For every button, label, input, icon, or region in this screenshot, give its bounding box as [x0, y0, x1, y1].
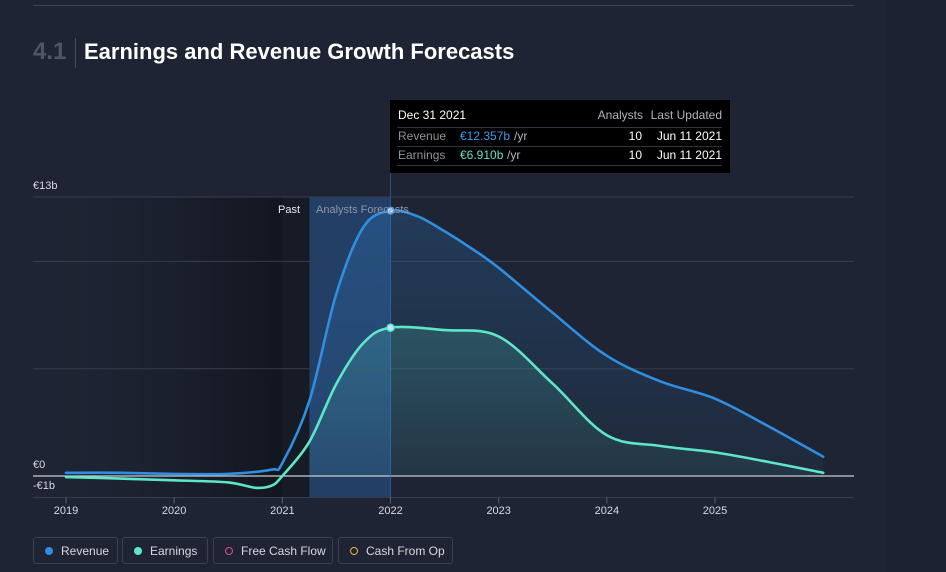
earnings-hover-point — [386, 323, 395, 332]
tooltip-date: Dec 31 2021 — [398, 108, 467, 122]
top-divider — [33, 5, 854, 6]
tooltip-revenue-unit: /yr — [514, 129, 528, 143]
past-band — [282, 197, 310, 498]
tooltip-divider — [397, 146, 722, 147]
chart-title: Earnings and Revenue Growth Forecasts — [84, 39, 515, 64]
data-tooltip: Dec 31 2021 Analysts Last Updated Revenu… — [390, 100, 730, 173]
tooltip-revenue-updated: Jun 11 2021 — [656, 129, 722, 143]
tooltip-row-revenue: Revenue €12.357b /yr 10 Jun 11 2021 — [390, 127, 730, 146]
tooltip-earnings-label: Earnings — [398, 148, 446, 162]
earnings-line — [64, 325, 825, 490]
past-shade — [33, 197, 283, 498]
revenue-dot-icon — [45, 547, 53, 555]
earnings-dot-icon — [134, 547, 142, 555]
legend-item-cash-from-op[interactable]: Cash From Op — [338, 537, 453, 564]
legend-item-earnings[interactable]: Earnings — [122, 537, 208, 564]
tooltip-revenue-analysts: 10 — [628, 129, 642, 143]
x-tick-label-2023: 2023 — [486, 505, 510, 517]
legend-item-revenue[interactable]: Revenue — [33, 537, 118, 564]
tooltip-earnings-analysts: 10 — [628, 148, 642, 162]
y-tick-label-zero: €0 — [33, 459, 45, 471]
revenue-line — [64, 209, 825, 476]
y-tick-label-top: €13b — [33, 180, 57, 192]
tooltip-divider — [397, 165, 722, 166]
tooltip-row-earnings: Earnings €6.910b /yr 10 Jun 11 2021 — [390, 146, 730, 165]
tooltip-earnings-updated: Jun 11 2021 — [656, 148, 722, 162]
tooltip-col-updated: Last Updated — [650, 108, 722, 122]
tooltip-header: Dec 31 2021 Analysts Last Updated — [390, 108, 730, 127]
free-cash-flow-dot-icon — [225, 547, 233, 555]
legend-label-cash-from-op: Cash From Op — [366, 544, 445, 558]
forecast-region-label: Analysts Forecasts — [316, 204, 409, 216]
x-tick-label-2020: 2020 — [162, 505, 186, 517]
legend-item-free-cash-flow[interactable]: Free Cash Flow — [213, 537, 333, 564]
y-tick-label-negative: -€1b — [33, 480, 55, 492]
revenue-hover-point — [386, 206, 395, 216]
tooltip-earnings-value: €6.910b — [460, 148, 504, 162]
tooltip-revenue-label: Revenue — [398, 129, 447, 143]
chart-area[interactable]: €13b €0 -€1b Past Analysts Forecasts 201… — [0, 0, 886, 535]
tooltip-divider — [397, 127, 722, 128]
tooltip-revenue-value: €12.357b — [460, 129, 511, 143]
earnings-area — [309, 326, 824, 476]
x-tick-label-2021: 2021 — [270, 505, 294, 517]
tooltip-col-analysts: Analysts — [597, 108, 643, 122]
x-tick-label-2024: 2024 — [595, 505, 619, 517]
tooltip-earnings-unit: /yr — [507, 148, 521, 162]
title-divider — [75, 38, 76, 68]
x-tick-label-2022: 2022 — [378, 505, 402, 517]
side-strip — [886, 0, 946, 572]
x-tick-label-2025: 2025 — [703, 505, 727, 517]
legend-label-revenue: Revenue — [61, 544, 110, 558]
cash-from-op-dot-icon — [350, 547, 358, 555]
legend-label-free-cash-flow: Free Cash Flow — [241, 544, 326, 558]
x-tick-label-2019: 2019 — [54, 505, 78, 517]
past-region-label: Past — [278, 204, 300, 216]
legend-label-earnings: Earnings — [150, 544, 198, 558]
section-number: 4.1 — [33, 38, 67, 65]
